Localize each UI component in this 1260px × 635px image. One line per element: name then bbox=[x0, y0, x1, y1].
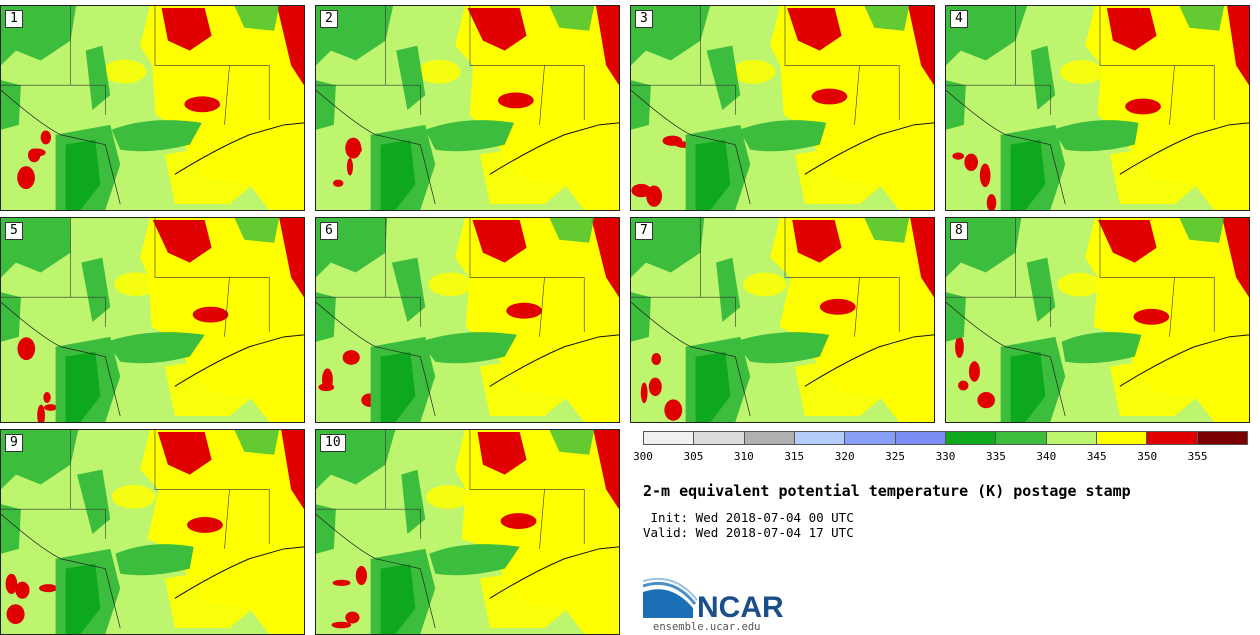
panel-label: 8 bbox=[950, 222, 968, 240]
colorbar-segment bbox=[744, 432, 795, 444]
colorbar-tick-label: 310 bbox=[733, 450, 754, 463]
map-panel-6: 6 bbox=[315, 217, 620, 423]
map-panel-7: 7 bbox=[630, 217, 935, 423]
colorbar bbox=[643, 431, 1248, 445]
colorbar-segment bbox=[694, 432, 745, 444]
chart-title: 2-m equivalent potential temperature (K)… bbox=[643, 482, 1131, 500]
colorbar-segment bbox=[845, 432, 896, 444]
colorbar-tick-label: 335 bbox=[985, 450, 1006, 463]
map-panel-10: 10 bbox=[315, 429, 620, 635]
colorbar-tick-label: 340 bbox=[1036, 450, 1057, 463]
url-text: ensemble.ucar.edu bbox=[653, 621, 761, 633]
colorbar-tick-label: 355 bbox=[1187, 450, 1208, 463]
colorbar-tick-label: 300 bbox=[633, 450, 653, 463]
colorbar-segment bbox=[644, 432, 695, 444]
colorbar-segment bbox=[1197, 432, 1247, 444]
colorbar-segment bbox=[996, 432, 1047, 444]
panel-label: 1 bbox=[5, 10, 23, 28]
colorbar-tick-label: 315 bbox=[784, 450, 805, 463]
map-panel-9: 9 bbox=[0, 429, 305, 635]
map-panel-4: 4 bbox=[945, 5, 1250, 211]
panel-label: 10 bbox=[320, 434, 346, 452]
colorbar-segment bbox=[1096, 432, 1148, 444]
colorbar-tick-label: 305 bbox=[683, 450, 704, 463]
init-time: Init: Wed 2018-07-04 00 UTC bbox=[643, 510, 854, 525]
valid-time: Valid: Wed 2018-07-04 17 UTC bbox=[643, 525, 854, 540]
colorbar-tick-label: 345 bbox=[1086, 450, 1107, 463]
map-panel-3: 3 bbox=[630, 5, 935, 211]
colorbar-segment bbox=[794, 432, 846, 444]
logo-text: NCAR bbox=[697, 591, 784, 622]
colorbar-segment bbox=[945, 432, 997, 444]
map-panel-2: 2 bbox=[315, 5, 620, 211]
panel-label: 3 bbox=[635, 10, 653, 28]
map-panel-8: 8 bbox=[945, 217, 1250, 423]
panel-label: 5 bbox=[5, 222, 23, 240]
colorbar-tick-label: 325 bbox=[885, 450, 906, 463]
panel-label: 4 bbox=[950, 10, 968, 28]
colorbar-tick-label: 350 bbox=[1137, 450, 1158, 463]
ncar-logo: NCAR bbox=[643, 578, 784, 622]
panel-label: 6 bbox=[320, 222, 338, 240]
panel-label: 9 bbox=[5, 434, 23, 452]
panel-label: 7 bbox=[635, 222, 653, 240]
colorbar-tick-label: 320 bbox=[834, 450, 855, 463]
colorbar-segment bbox=[895, 432, 946, 444]
map-panel-1: 1 bbox=[0, 5, 305, 211]
colorbar-segment bbox=[1046, 432, 1097, 444]
colorbar-tick-label: 330 bbox=[935, 450, 956, 463]
colorbar-ticks: 300 305 310 315 320 325 330 335 340 345 350 355 bbox=[633, 450, 1248, 466]
colorbar-segment bbox=[1147, 432, 1198, 444]
panel-label: 2 bbox=[320, 10, 338, 28]
map-panel-5: 5 bbox=[0, 217, 305, 423]
